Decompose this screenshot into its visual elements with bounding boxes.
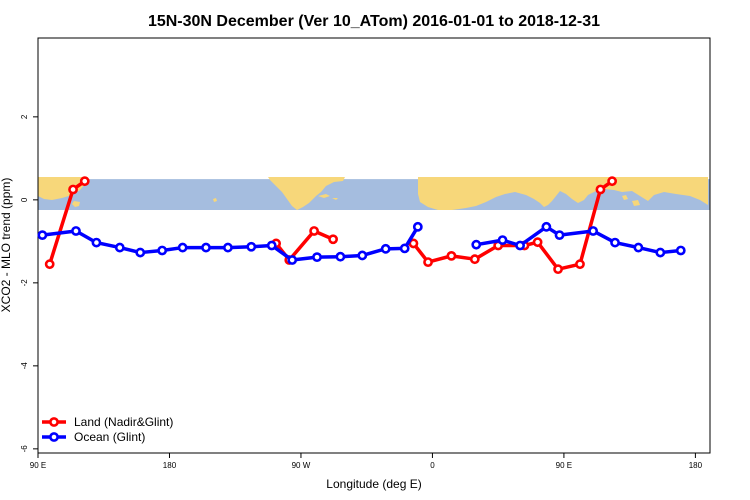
y-tick-label-3: -4 bbox=[20, 362, 29, 370]
series-0-point-0-1 bbox=[68, 184, 78, 195]
series-1-point-1-1 bbox=[497, 235, 508, 246]
x-tick-label-5: 180 bbox=[689, 461, 703, 470]
series-0-point-2-2 bbox=[446, 250, 457, 261]
series-1-point-1-0 bbox=[471, 239, 482, 250]
y-axis-label: XCO2 - MLO trend (ppm) bbox=[0, 178, 13, 313]
series-0-point-2-1 bbox=[423, 257, 433, 267]
series-0-point-0-0 bbox=[44, 259, 55, 270]
series-0-point-2-10 bbox=[607, 176, 618, 187]
x-axis-label: Longitude (deg E) bbox=[326, 477, 421, 491]
legend-marker-0 bbox=[49, 417, 59, 427]
legend-marker-1 bbox=[49, 432, 59, 442]
series-0-point-2-3 bbox=[469, 254, 480, 265]
y-axis: 2 0 -2 -4 -6 bbox=[20, 114, 38, 452]
x-tick-label-2: 90 W bbox=[292, 461, 311, 470]
series-1-point-0-11 bbox=[287, 255, 298, 265]
series-1-point-0-13 bbox=[335, 251, 346, 262]
series-1-point-0-2 bbox=[91, 237, 102, 248]
series-0-point-2-9 bbox=[595, 184, 606, 195]
series-1-point-0-3 bbox=[114, 242, 125, 253]
series-1-point-1-6 bbox=[610, 237, 620, 248]
series-1-point-0-9 bbox=[246, 241, 257, 252]
series-0-point-2-8 bbox=[575, 259, 585, 270]
series-1-point-0-14 bbox=[357, 250, 368, 261]
series-1-point-0-10 bbox=[266, 240, 277, 251]
series-1-point-1-9 bbox=[675, 245, 686, 256]
x-tick-label-0: 90 E bbox=[30, 461, 46, 470]
series-0-point-1-2 bbox=[309, 226, 320, 236]
series-1-point-0-15 bbox=[380, 243, 391, 254]
series-0-point-1-3 bbox=[328, 234, 338, 245]
series-1-point-0-5 bbox=[157, 245, 168, 256]
y-tick-label-1: 0 bbox=[20, 197, 29, 202]
legend: Land (Nadir&Glint)Ocean (Glint) bbox=[42, 415, 173, 444]
series-layer bbox=[37, 176, 686, 275]
legend-label-0: Land (Nadir&Glint) bbox=[74, 415, 173, 429]
series-1-point-1-3 bbox=[541, 221, 552, 232]
series-1-point-0-17 bbox=[412, 221, 423, 232]
x-axis: 90 E 180 90 W 0 90 E 180 bbox=[30, 453, 703, 470]
series-0-point-0-2 bbox=[79, 176, 90, 187]
series-1-point-0-7 bbox=[201, 242, 211, 253]
series-1-point-0-16 bbox=[399, 243, 410, 254]
map-land bbox=[38, 177, 708, 210]
series-1-point-1-2 bbox=[515, 240, 525, 251]
legend-label-1: Ocean (Glint) bbox=[74, 430, 145, 444]
plot-frame bbox=[37, 37, 711, 454]
y-tick-label-4: -6 bbox=[20, 445, 29, 453]
series-1-point-0-12 bbox=[312, 252, 322, 263]
series-1-point-0-1 bbox=[71, 226, 81, 236]
chart-title: 15N-30N December (Ver 10_ATom) 2016-01-0… bbox=[148, 13, 600, 30]
x-tick-label-1: 180 bbox=[163, 461, 177, 470]
x-tick-label-4: 90 E bbox=[556, 461, 572, 470]
series-1-point-0-4 bbox=[135, 247, 146, 258]
series-1-line-1 bbox=[475, 225, 681, 255]
y-tick-label-2: -2 bbox=[20, 279, 29, 287]
series-1-point-0-6 bbox=[177, 242, 188, 253]
series-0-point-2-6 bbox=[532, 237, 543, 248]
series-1-point-0-0 bbox=[37, 230, 48, 241]
series-0-point-2-0 bbox=[408, 238, 419, 249]
x-tick-label-3: 0 bbox=[430, 461, 435, 470]
series-1-point-1-5 bbox=[588, 226, 599, 236]
series-1-point-0-8 bbox=[223, 242, 233, 253]
series-1-point-1-8 bbox=[655, 247, 666, 258]
series-1 bbox=[37, 221, 686, 265]
series-1-point-1-4 bbox=[554, 230, 565, 241]
y-tick-label-0: 2 bbox=[20, 114, 29, 119]
series-0-point-2-7 bbox=[553, 264, 563, 275]
series-1-point-1-7 bbox=[633, 242, 644, 253]
